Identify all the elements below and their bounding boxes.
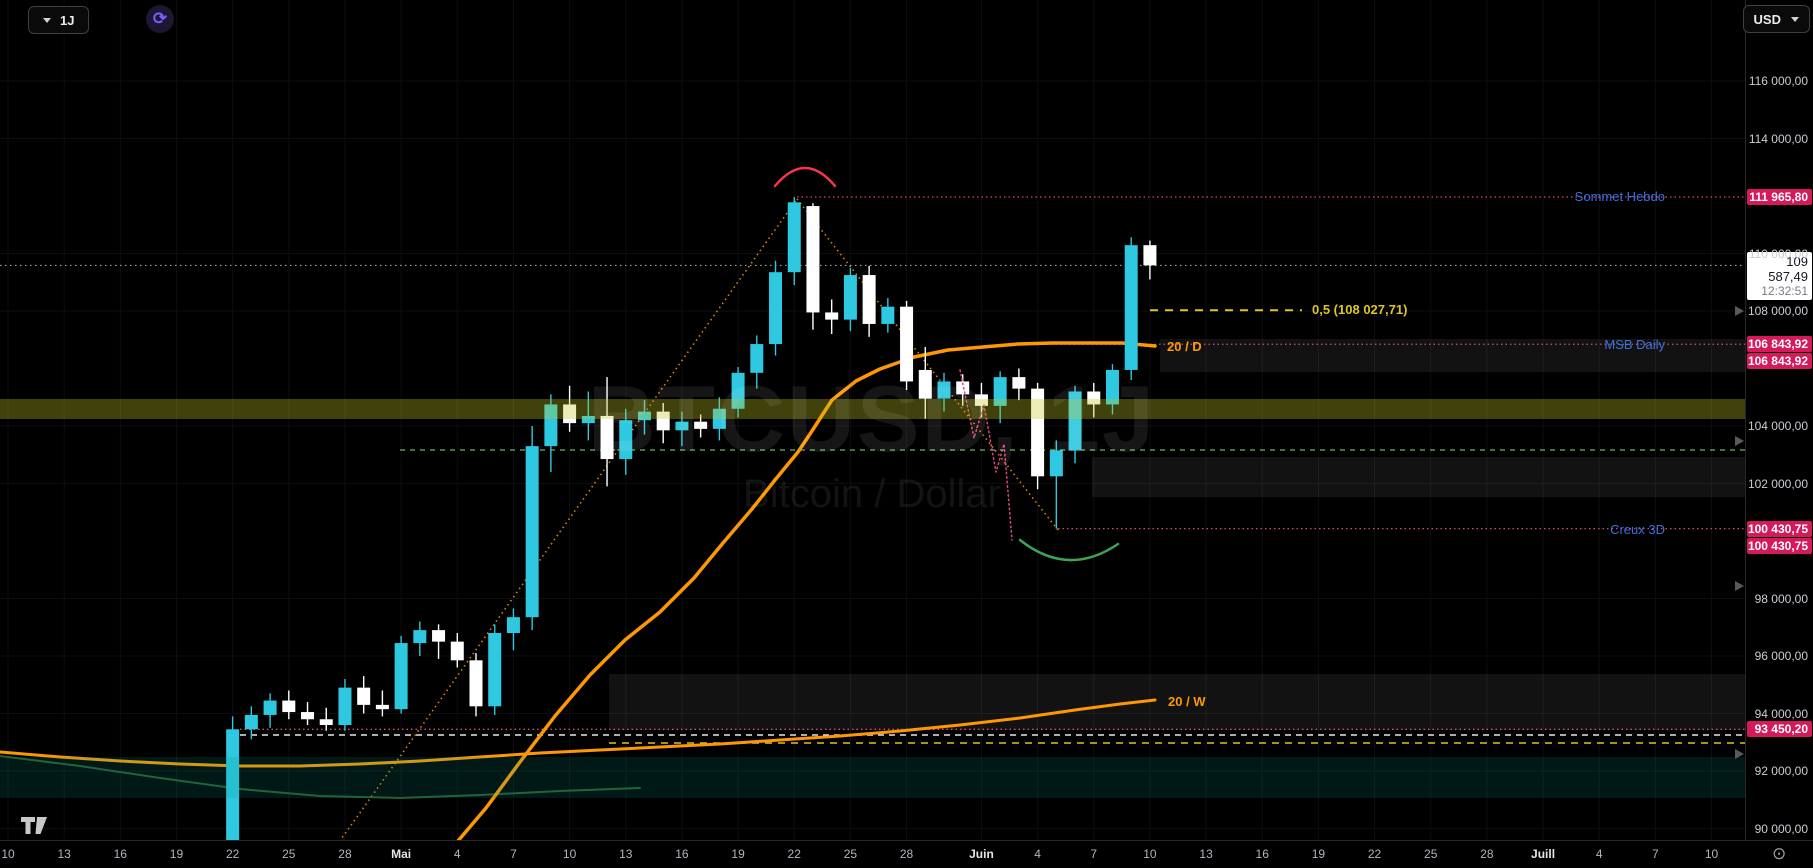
time-month-label: Juill — [1531, 847, 1556, 861]
price-level-pink-label: 106 843,92 — [1747, 336, 1812, 353]
sommet-hebdo-label: Sommet Hebdo — [1574, 189, 1665, 204]
price-tick-label: 96 000,00 — [1754, 649, 1808, 663]
time-tick-label: 28 — [338, 847, 352, 861]
price-axis-separator — [1745, 0, 1746, 840]
refresh-icon[interactable]: ⟳ — [146, 5, 174, 33]
ma-daily-label: 20 / D — [1167, 339, 1202, 354]
time-tick-label: 19 — [1311, 847, 1326, 861]
chart-canvas[interactable]: BTCUSD, 1J Bitcoin / Dollar Sommet Hebdo… — [0, 0, 1745, 840]
time-tick-label: 16 — [675, 847, 689, 861]
tradingview-logo[interactable] — [21, 817, 48, 840]
time-tick-label: 10 — [1, 847, 15, 861]
price-level-pink-label: 93 450,20 — [1747, 721, 1812, 738]
time-tick-label: 22 — [225, 847, 240, 861]
time-tick-label: 28 — [899, 847, 914, 861]
time-tick-label: 10 — [562, 847, 577, 861]
price-tick-label: 116 000,00 — [1748, 74, 1808, 88]
time-tick-label: 4 — [1595, 847, 1603, 861]
currency-dropdown-button[interactable]: USD — [1742, 5, 1810, 33]
time-tick-label: 7 — [510, 847, 517, 861]
time-tick-label: 22 — [787, 847, 801, 861]
time-tick-label: 10 — [1143, 847, 1157, 861]
price-level-pink-label: 100 430,75 — [1747, 520, 1812, 537]
current-price-label: 109 587,49 12:32:51 — [1747, 252, 1812, 301]
time-tick-label: 25 — [1424, 847, 1438, 861]
time-month-label: Mai — [391, 847, 412, 861]
time-tick-label: 22 — [1367, 847, 1382, 861]
time-tick-label: 25 — [843, 847, 858, 861]
time-tick-label: 28 — [1480, 847, 1494, 861]
time-tick-label: 7 — [1652, 847, 1659, 861]
time-axis-settings-icon[interactable]: ⊙ — [1772, 844, 1787, 863]
price-tick-label: 104 000,00 — [1747, 419, 1808, 433]
ma-weekly-label: 20 / W — [1168, 694, 1206, 709]
price-scale[interactable]: 109 587,49 12:32:51 116 000,00 114 000,00… — [1746, 0, 1813, 840]
price-tick-label: 114 000,00 — [1748, 131, 1808, 146]
chevron-down-icon — [1791, 16, 1799, 22]
time-tick-label: 19 — [169, 847, 184, 861]
time-tick-label: 13 — [57, 847, 71, 861]
time-tick-label: 10 — [1704, 847, 1719, 861]
price-tick-label: 110 000,00 — [1748, 246, 1808, 261]
creux-3d-label: Creux 3D — [1610, 522, 1665, 537]
price-tick-label: 92 000,00 — [1754, 764, 1808, 778]
price-tick-label: 102 000,00 — [1747, 476, 1808, 491]
time-tick-label: 7 — [1090, 847, 1098, 861]
time-tick-label: 13 — [619, 847, 633, 861]
time-tick-label: 19 — [731, 847, 745, 861]
msb-daily-label: MSB Daily — [1604, 337, 1665, 352]
candlestick-chart-svg — [0, 0, 1745, 840]
time-tick-label: 16 — [113, 847, 127, 861]
current-price-value: 109 587,49 — [1768, 254, 1808, 285]
time-axis-separator — [0, 840, 1813, 841]
time-tick-label: 16 — [1255, 847, 1269, 861]
time-tick-label: 4 — [1034, 847, 1041, 861]
interval-dropdown-button[interactable]: 1J — [28, 6, 90, 34]
price-tick-label: 98 000,00 — [1754, 591, 1808, 606]
price-level-pink-label: 106 843,92 — [1747, 353, 1812, 370]
chevron-down-icon — [43, 17, 51, 23]
time-tick-label: 13 — [1199, 847, 1213, 861]
time-scale[interactable]: ⊙ 10 13 16 19 22 25 28 Mai 4 7 10 13 16 19 22 25 28 Juin 4… — [0, 841, 1813, 868]
bar-countdown-timer: 12:32:51 — [1761, 284, 1808, 299]
time-tick-label: 4 — [453, 847, 461, 861]
fib-05-label: 0,5 (108 027,71) — [1312, 302, 1408, 317]
time-month-label: Juin — [969, 847, 994, 861]
price-tick-label: 94 000,00 — [1754, 706, 1808, 721]
price-tick-label: 90 000,00 — [1754, 821, 1808, 836]
time-tick-label: 25 — [282, 847, 296, 861]
currency-label: USD — [1753, 11, 1781, 27]
interval-label: 1J — [60, 12, 75, 28]
price-level-pink-label: 100 430,75 — [1747, 537, 1812, 554]
price-tick-label: 108 000,00 — [1747, 304, 1808, 318]
price-level-pink-label: 111 965,80 — [1747, 188, 1812, 205]
